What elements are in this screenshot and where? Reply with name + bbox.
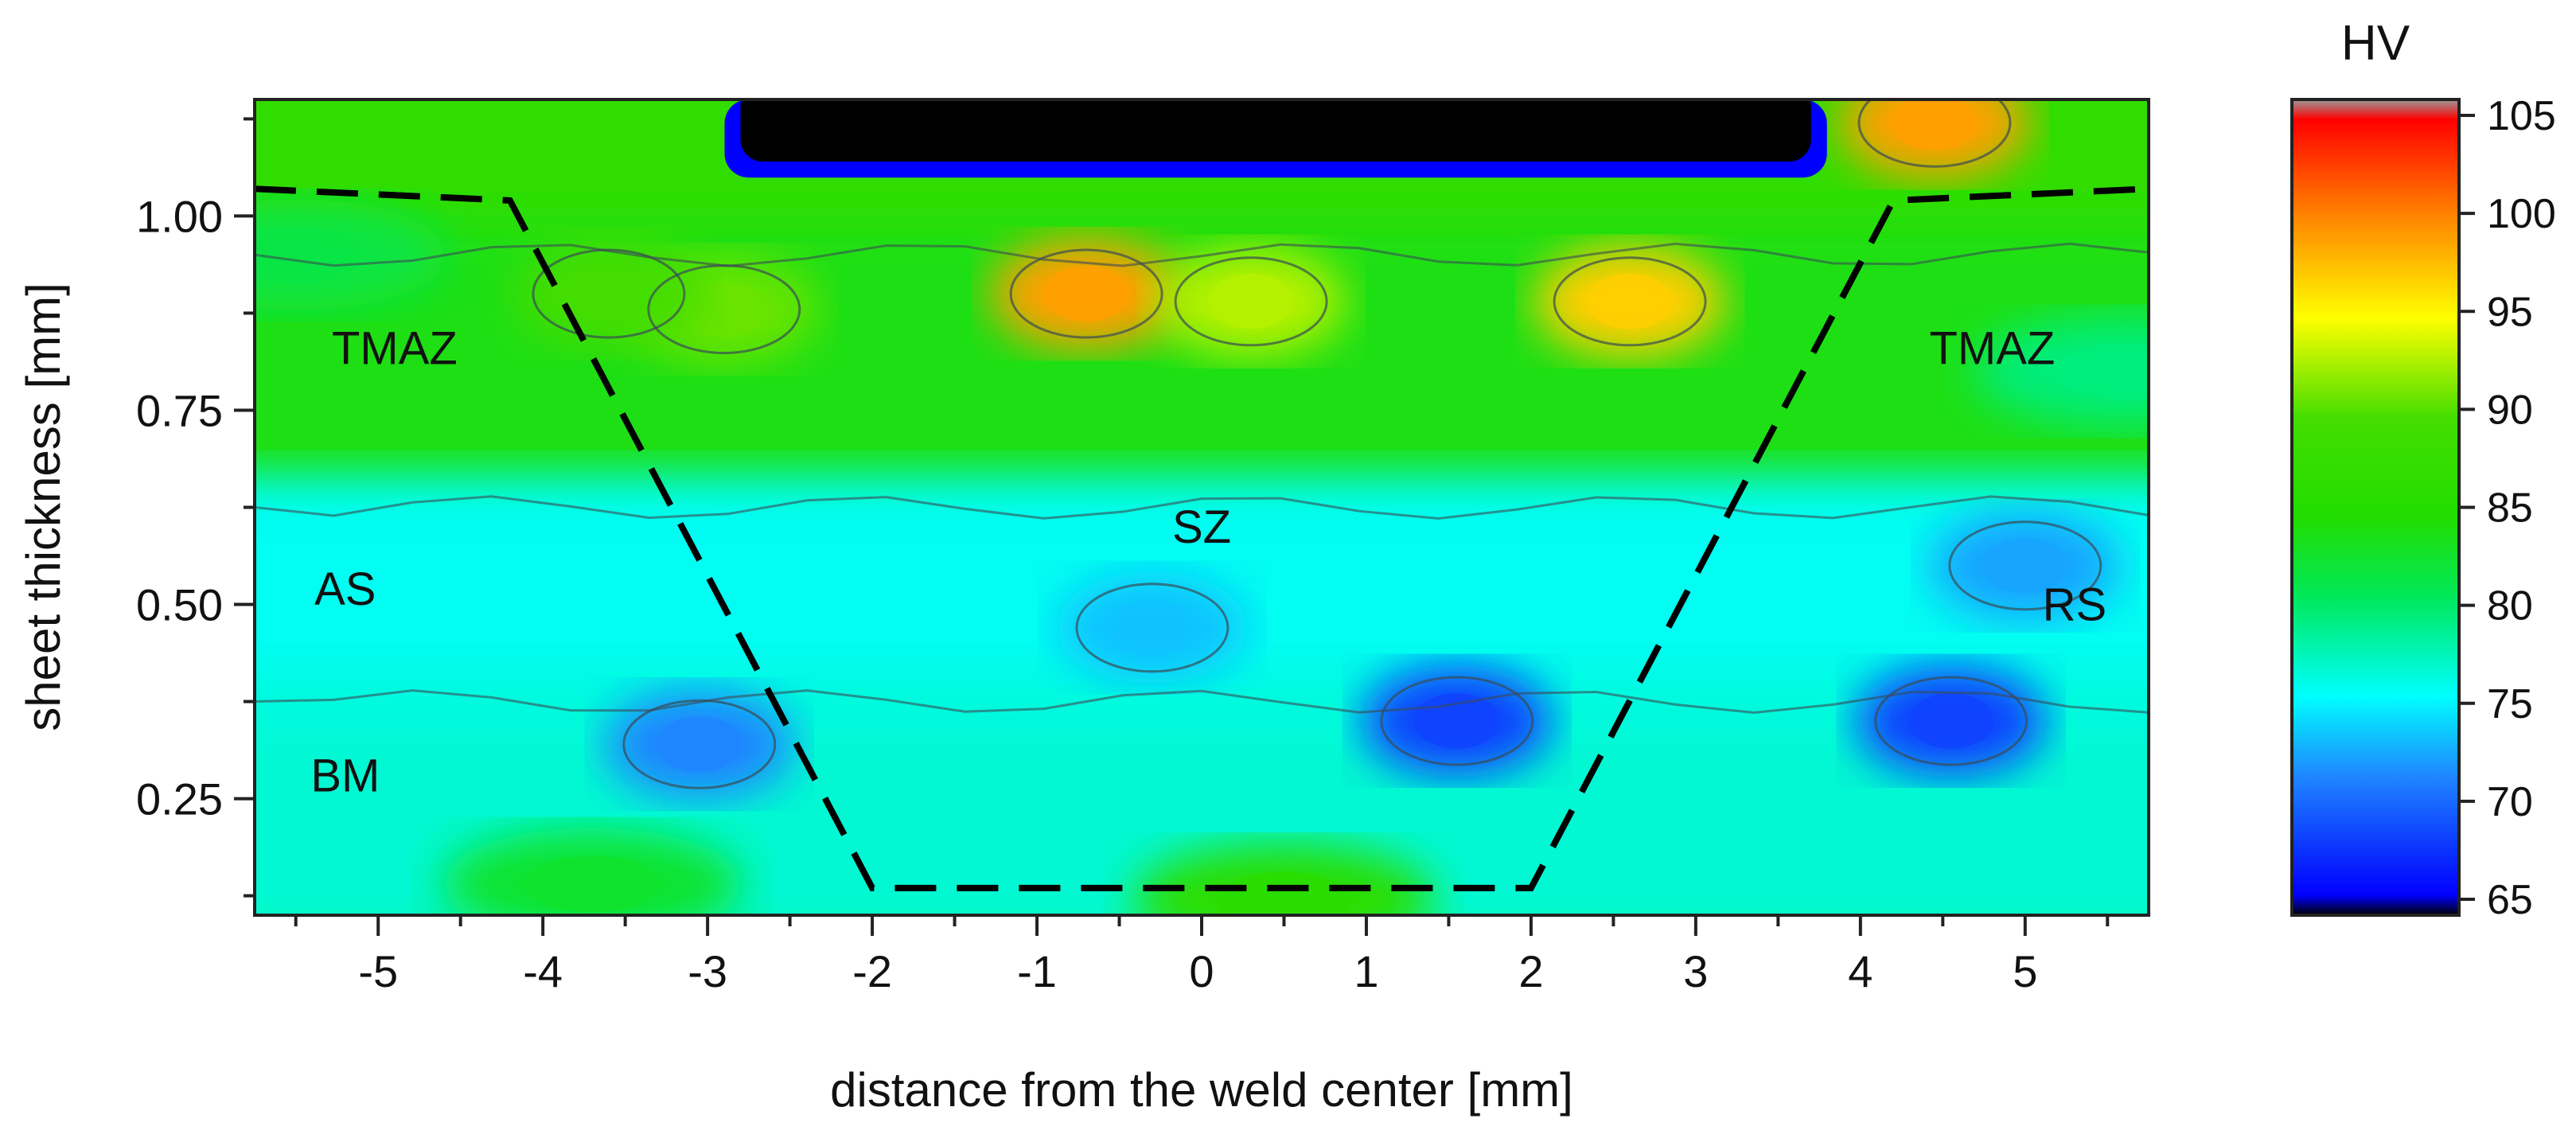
y-tick-label: 1.00 [136, 191, 223, 241]
material-void [740, 99, 1811, 162]
zone-label: TMAZ [332, 322, 458, 374]
contour-line [1009, 248, 1163, 339]
contour-line [1948, 520, 2102, 611]
colorbar-tick-label: 75 [2487, 681, 2533, 727]
contour-line [1553, 256, 1707, 347]
hardness-peak-core [1043, 266, 1130, 322]
contour-layer [255, 99, 2149, 789]
y-axis-title: sheet thickness [mm] [17, 283, 70, 731]
x-tick-label: 2 [1518, 946, 1543, 996]
hardness-soft-core [1216, 871, 1352, 915]
hardness-soft-core [255, 227, 364, 283]
contour-line [1075, 583, 1230, 673]
x-tick-label: 0 [1189, 946, 1214, 996]
x-tick-label: -1 [1017, 946, 1057, 996]
colorbar-tick-label: 70 [2487, 779, 2533, 825]
hardness-peak-core [565, 266, 652, 322]
zone-label: BM [310, 750, 380, 801]
x-tick-label: -3 [688, 946, 727, 996]
plot-area [255, 99, 2149, 915]
contour-line [622, 699, 777, 789]
colorbar-tick-label: 80 [2487, 583, 2533, 629]
y-axis: 0.25 0.50 0.75 1.00 [136, 117, 255, 898]
colorbar-tick-label: 105 [2487, 93, 2556, 139]
hardness-trough-core [656, 716, 742, 773]
hardness-soft-core [2056, 343, 2149, 400]
colorbar-tick-label: 90 [2487, 387, 2533, 433]
y-tick-label: 0.25 [136, 774, 223, 824]
x-axis: -5 -4 -3 -2 -1 0 1 2 3 4 5 [294, 915, 2110, 996]
colorbar-title: HV [2341, 16, 2410, 71]
colorbar-tick-label: 85 [2487, 485, 2533, 532]
hardness-trough-core [1109, 599, 1195, 656]
zone-labels: TMAZ TMAZ SZ AS RS BM [310, 322, 2106, 801]
hardness-trough-core [1413, 692, 1500, 749]
y-tick-label: 0.75 [136, 385, 223, 435]
zone-label: AS [314, 563, 376, 615]
contour-line [1874, 676, 2028, 766]
hardness-trough-core [1908, 692, 1994, 749]
contour-line [1857, 99, 2012, 168]
zone-label: TMAZ [1929, 322, 2055, 374]
hardness-trough-core [1982, 537, 2068, 594]
contour-line [1380, 676, 1534, 766]
colorbar-tick-label: 65 [2487, 877, 2533, 923]
y-tick-label: 0.50 [136, 580, 223, 630]
x-axis-title: distance from the weld center [mm] [830, 1063, 1573, 1117]
zone-label: SZ [1172, 501, 1231, 553]
hardness-peak-core [1587, 273, 1674, 329]
colorbar: HV 65 70 75 80 85 90 95 100 105 [2290, 16, 2556, 923]
boundary-layer [255, 185, 2149, 891]
contour-line [255, 689, 2149, 715]
x-tick-label: -2 [852, 946, 892, 996]
hardness-peak-core [1208, 273, 1295, 329]
x-tick-label: -4 [523, 946, 563, 996]
contour-line [255, 242, 2149, 267]
colorbar-gradient [2290, 98, 2461, 917]
hardness-peak-core [1891, 99, 1978, 151]
weld-zone-boundary [255, 185, 2149, 891]
hardness-soft-core [524, 856, 661, 912]
contour-line [1174, 256, 1328, 347]
x-tick-label: 5 [2013, 946, 2037, 996]
colorbar-tick-label: 100 [2487, 191, 2556, 237]
x-tick-label: 4 [1848, 946, 1873, 996]
x-tick-label: 1 [1354, 946, 1378, 996]
zone-label: RS [2043, 579, 2107, 631]
colorbar-tick-label: 95 [2487, 289, 2533, 335]
x-tick-label: 3 [1683, 946, 1708, 996]
colorbar-ticks: 65 70 75 80 85 90 95 100 105 [2459, 93, 2556, 923]
x-tick-label: -5 [358, 946, 398, 996]
contour-line [255, 495, 2149, 520]
